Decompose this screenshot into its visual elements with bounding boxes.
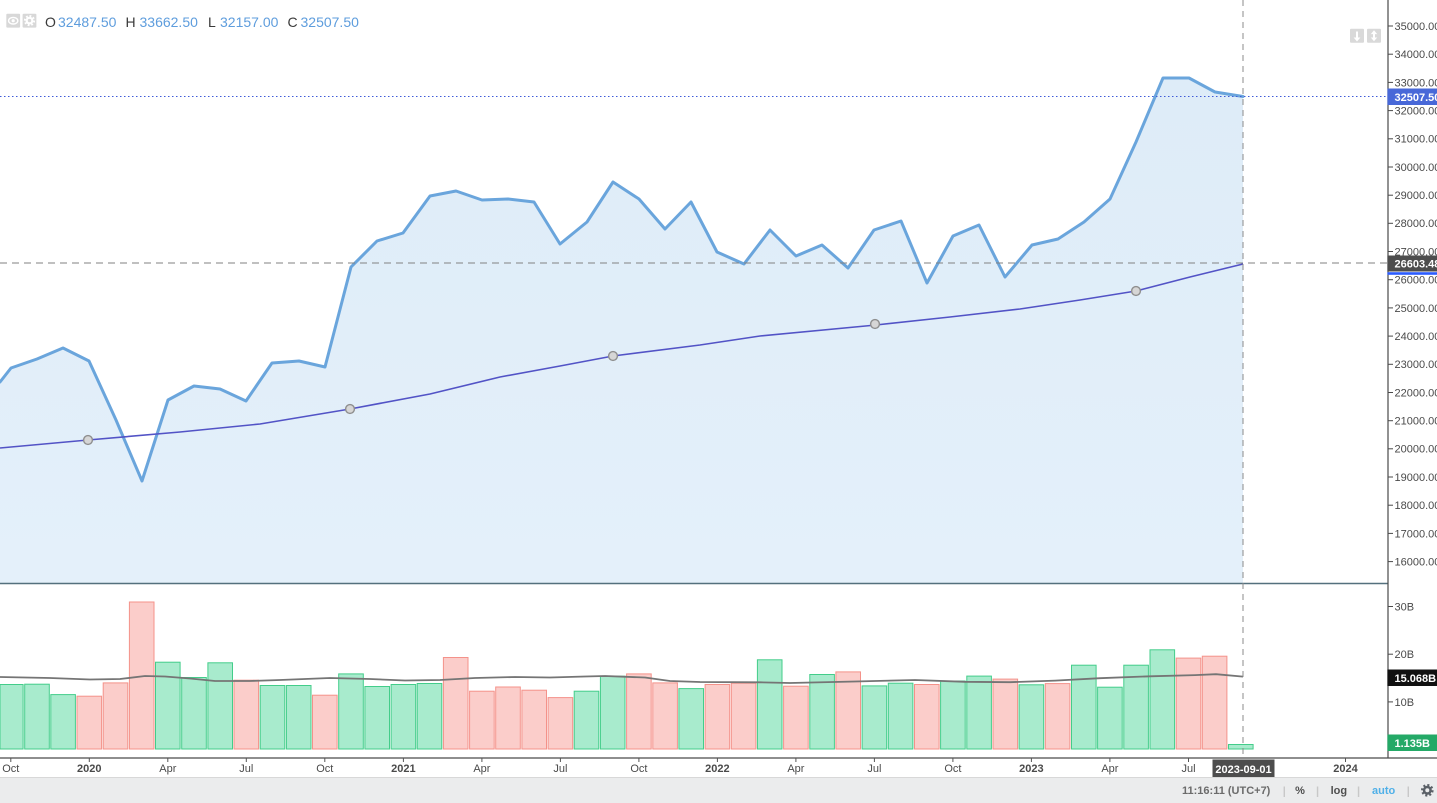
svg-text:|: |	[1283, 786, 1286, 798]
svg-text:17000.00: 17000.00	[1395, 528, 1437, 540]
svg-text:2020: 2020	[77, 763, 101, 775]
svg-text:25000.00: 25000.00	[1395, 303, 1437, 315]
svg-text:|: |	[1357, 786, 1360, 798]
svg-text:19000.00: 19000.00	[1395, 472, 1437, 484]
svg-text:32507.50: 32507.50	[1395, 92, 1437, 104]
svg-text:34000.00: 34000.00	[1395, 49, 1437, 61]
svg-text:Jul: Jul	[867, 763, 881, 775]
svg-text:22000.00: 22000.00	[1395, 387, 1437, 399]
svg-text:Apr: Apr	[473, 763, 490, 775]
svg-text:33662.50: 33662.50	[140, 14, 199, 30]
svg-text:31000.00: 31000.00	[1395, 134, 1437, 146]
svg-text:Apr: Apr	[787, 763, 804, 775]
svg-text:Oct: Oct	[316, 763, 333, 775]
svg-text:27000.00: 27000.00	[1395, 246, 1437, 258]
svg-text:15.068B: 15.068B	[1395, 673, 1437, 685]
svg-text:26000.00: 26000.00	[1395, 275, 1437, 287]
svg-text:auto: auto	[1372, 785, 1396, 797]
svg-text:32507.50: 32507.50	[301, 14, 360, 30]
svg-text:28000.00: 28000.00	[1395, 218, 1437, 230]
svg-text:35000.00: 35000.00	[1395, 21, 1437, 33]
svg-text:Apr: Apr	[159, 763, 176, 775]
svg-text:23000.00: 23000.00	[1395, 359, 1437, 371]
svg-text:2023-09-01: 2023-09-01	[1215, 764, 1271, 776]
svg-text:32157.00: 32157.00	[220, 14, 279, 30]
svg-text:2022: 2022	[705, 763, 729, 775]
svg-text:O: O	[45, 14, 56, 30]
svg-text:20000.00: 20000.00	[1395, 444, 1437, 456]
svg-text:29000.00: 29000.00	[1395, 190, 1437, 202]
svg-text:H: H	[126, 14, 136, 30]
svg-text:32000.00: 32000.00	[1395, 106, 1437, 118]
svg-text:2024: 2024	[1333, 763, 1358, 775]
svg-text:10B: 10B	[1395, 697, 1415, 709]
svg-text:21000.00: 21000.00	[1395, 416, 1437, 428]
svg-text:2021: 2021	[391, 763, 415, 775]
svg-text:Jul: Jul	[239, 763, 253, 775]
svg-text:30000.00: 30000.00	[1395, 162, 1437, 174]
svg-text:32487.50: 32487.50	[58, 14, 117, 30]
svg-text:Jul: Jul	[1181, 763, 1195, 775]
svg-text:16000.00: 16000.00	[1395, 557, 1437, 569]
svg-text:C: C	[288, 14, 298, 30]
svg-text:33000.00: 33000.00	[1395, 77, 1437, 89]
svg-text:Oct: Oct	[630, 763, 647, 775]
svg-text:Oct: Oct	[944, 763, 961, 775]
svg-text:26603.48: 26603.48	[1395, 259, 1437, 271]
svg-text:2023: 2023	[1019, 763, 1043, 775]
svg-text:L: L	[208, 14, 216, 30]
svg-text:|: |	[1316, 786, 1319, 798]
svg-text:20B: 20B	[1395, 649, 1415, 661]
svg-text:18000.00: 18000.00	[1395, 500, 1437, 512]
svg-text:%: %	[1295, 785, 1305, 797]
svg-text:1.135B: 1.135B	[1395, 738, 1431, 750]
svg-text:log: log	[1331, 785, 1348, 797]
svg-text:Jul: Jul	[553, 763, 567, 775]
svg-text:24000.00: 24000.00	[1395, 331, 1437, 343]
svg-text:Apr: Apr	[1101, 763, 1118, 775]
svg-text:11:16:11 (UTC+7): 11:16:11 (UTC+7)	[1182, 785, 1271, 797]
svg-text:|: |	[1407, 786, 1410, 798]
svg-text:Oct: Oct	[2, 763, 19, 775]
svg-text:30B: 30B	[1395, 601, 1415, 613]
